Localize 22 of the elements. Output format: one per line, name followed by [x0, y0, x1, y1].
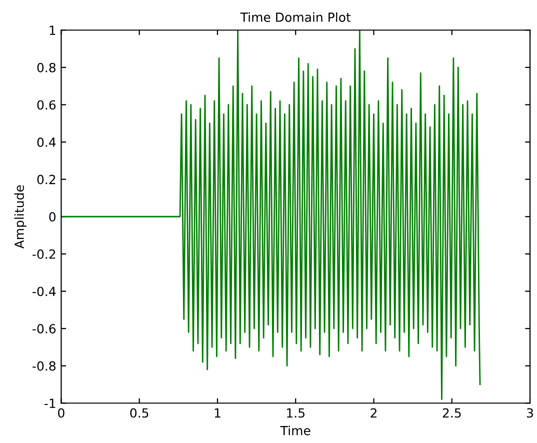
y-tick-label: -1 [44, 398, 56, 408]
y-tick-label: 0.2 [37, 174, 56, 184]
y-tick-label: -0.6 [32, 324, 56, 334]
y-tick-label: -0.2 [32, 249, 56, 259]
y-tick-label: -0.4 [32, 286, 56, 296]
x-tick-label: 1.5 [287, 408, 304, 418]
y-tick-label: 0.8 [37, 62, 56, 72]
x-tick-label: 3 [526, 408, 533, 418]
x-tick-label: 1 [214, 408, 220, 418]
x-tick-label: 0.5 [130, 408, 148, 418]
chart-title: Time Domain Plot [240, 12, 351, 22]
y-tick-label: 1 [50, 26, 56, 35]
x-axis-title: Time [280, 426, 310, 436]
line-series [61, 30, 481, 400]
x-tick-label: 2.5 [442, 408, 461, 418]
y-tick-label: 0.4 [37, 137, 56, 147]
y-tick-label: -0.8 [32, 361, 56, 371]
y-tick-label: 0.6 [37, 100, 56, 110]
x-tick-label: 0 [58, 408, 64, 418]
x-tick-label: 2 [370, 408, 376, 418]
y-tick-label: 0 [49, 212, 56, 222]
y-axis-title: Amplitude [14, 185, 26, 249]
